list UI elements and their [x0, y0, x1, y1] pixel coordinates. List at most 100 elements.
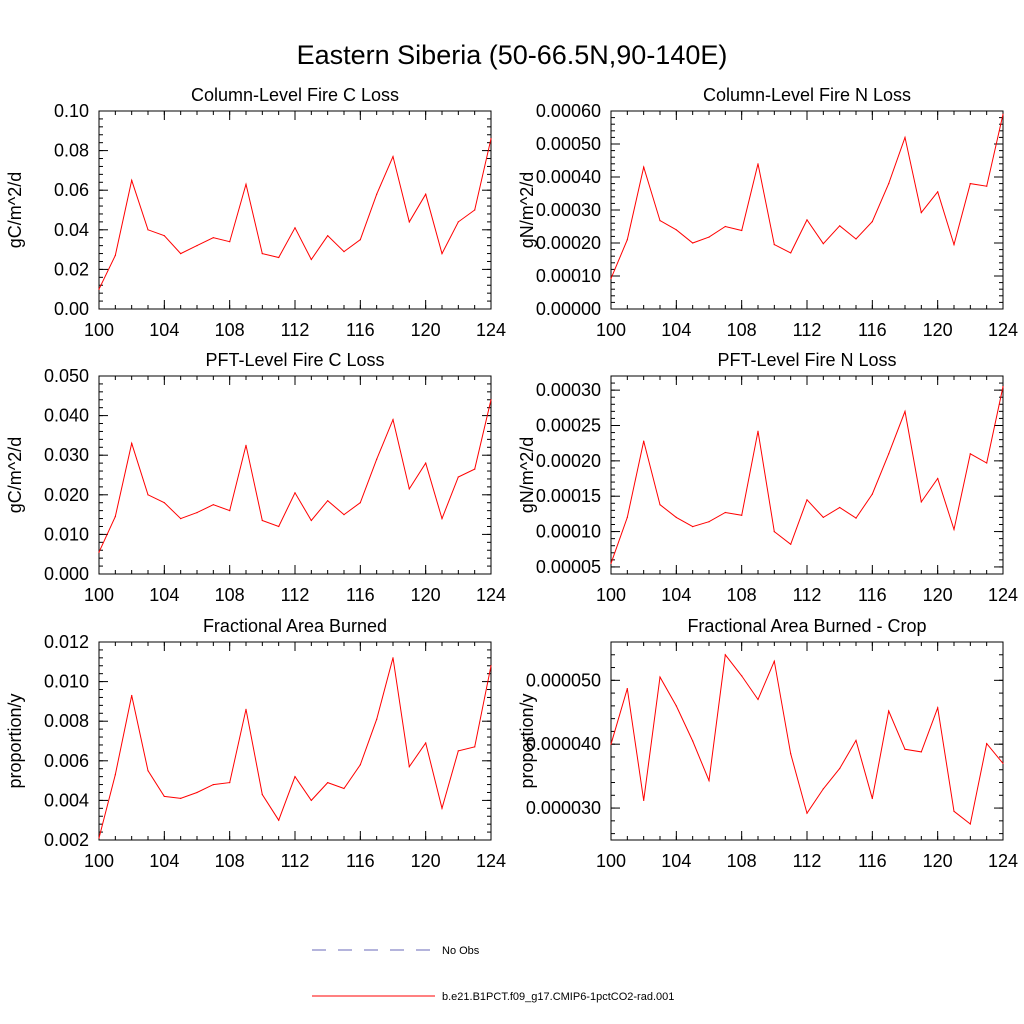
x-tick-label: 108	[215, 585, 245, 605]
data-point	[245, 444, 247, 446]
legend-model-label: b.e21.B1PCT.f09_g17.CMIP6-1pctCO2-rad.00…	[442, 991, 674, 1003]
data-point	[261, 519, 263, 522]
x-tick-label: 120	[923, 851, 953, 871]
data-point	[425, 193, 427, 195]
data-point	[229, 782, 231, 784]
data-point	[98, 551, 100, 553]
data-point	[643, 166, 645, 168]
data-point	[392, 657, 394, 659]
x-tick-label: 120	[411, 585, 441, 605]
data-point	[888, 183, 890, 185]
panel-title: Column-Level Fire N Loss	[703, 85, 911, 105]
data-point	[163, 502, 165, 504]
y-tick-label: 0.040	[44, 406, 89, 426]
y-tick-label: 0.00030	[536, 200, 601, 220]
plot-frame	[610, 110, 1004, 310]
x-tick-label: 120	[411, 851, 441, 871]
data-point	[376, 718, 378, 720]
x-tick-label: 100	[596, 851, 626, 871]
data-point	[871, 797, 873, 800]
data-point	[1002, 762, 1004, 765]
x-tick-label: 116	[858, 585, 887, 605]
x-tick-label: 116	[346, 851, 375, 871]
data-point	[904, 410, 906, 412]
data-point	[163, 235, 165, 237]
data-point	[822, 788, 824, 790]
data-point	[610, 562, 612, 565]
data-point	[98, 288, 100, 290]
panel-3: PFT-Level Fire C Loss gC/m^2/d 100 104 108 11…	[5, 350, 506, 605]
data-point	[969, 183, 971, 185]
x-tick-label: 112	[281, 585, 310, 605]
x-tick-label: 104	[149, 585, 179, 605]
data-point	[278, 525, 280, 528]
data-point	[855, 238, 857, 240]
x-tick-label: 104	[661, 851, 691, 871]
data-point	[392, 155, 394, 158]
data-point	[839, 506, 841, 509]
data-point	[147, 770, 149, 772]
data-point	[643, 799, 645, 802]
data-point	[675, 229, 677, 231]
data-point	[888, 453, 890, 455]
data-point	[310, 519, 312, 522]
data-point	[147, 229, 149, 231]
data-point	[196, 791, 198, 794]
data-point	[294, 227, 296, 229]
y-tick-label: 0.00020	[536, 451, 601, 471]
data-point	[294, 492, 296, 494]
data-point	[904, 136, 906, 138]
data-point	[343, 514, 345, 516]
panel-6: Fractional Area Burned - Crop proportion/…	[517, 616, 1018, 871]
data-point	[969, 453, 971, 455]
x-tick-label: 100	[596, 320, 626, 340]
data-point	[425, 462, 427, 464]
y-tick-label: 0.030	[44, 445, 89, 465]
x-tick-label: 124	[988, 851, 1018, 871]
y-tick-label: 0.006	[44, 751, 89, 771]
y-tick-label: 0.002	[44, 830, 89, 850]
panel-title: Fractional Area Burned	[203, 616, 387, 636]
x-tick-label: 124	[988, 585, 1018, 605]
y-tick-label: 0.08	[54, 141, 89, 161]
y-tick-label: 0.00015	[536, 486, 601, 506]
series-line-model	[610, 114, 1004, 279]
y-tick-label: 0.020	[44, 485, 89, 505]
data-point	[953, 528, 955, 531]
data-point	[790, 753, 792, 755]
data-point	[839, 225, 841, 227]
data-point	[343, 787, 345, 790]
data-point	[212, 784, 214, 786]
data-point	[986, 743, 988, 745]
panels-group: Column-Level Fire C Loss gC/m^2/d 100 104 10…	[5, 85, 1018, 871]
data-point	[790, 543, 792, 545]
data-point	[626, 688, 628, 690]
y-tick-label: 0.06	[54, 180, 89, 200]
panel-4: PFT-Level Fire N Loss gN/m^2/d 100 104 108 11…	[517, 350, 1018, 605]
data-point	[920, 501, 922, 503]
x-tick-label: 120	[923, 320, 953, 340]
y-tick-label: 0.00000	[536, 299, 601, 319]
data-point	[359, 502, 361, 504]
data-point	[757, 163, 759, 165]
y-tick-label: 0.00	[54, 299, 89, 319]
data-point	[871, 221, 873, 223]
figure-title: Eastern Siberia (50-66.5N,90-140E)	[297, 40, 728, 70]
y-tick-label: 0.012	[44, 632, 89, 652]
panel-5: Fractional Area Burned proportion/y 100 104…	[5, 616, 506, 871]
data-point	[490, 138, 492, 140]
x-tick-label: 116	[858, 320, 887, 340]
series-line-model	[610, 386, 1004, 564]
panel-1: Column-Level Fire C Loss gC/m^2/d 100 104 10…	[5, 85, 506, 340]
y-tick-label: 0.02	[54, 259, 89, 279]
data-point	[196, 245, 198, 247]
data-point	[724, 511, 726, 514]
data-point	[180, 797, 182, 800]
data-point	[163, 795, 165, 798]
data-point	[474, 209, 476, 211]
y-tick-label: 0.000040	[526, 734, 601, 754]
data-point	[310, 799, 312, 802]
y-axis-label: gC/m^2/d	[5, 172, 25, 248]
series-line-model	[98, 657, 492, 839]
data-point	[920, 212, 922, 214]
